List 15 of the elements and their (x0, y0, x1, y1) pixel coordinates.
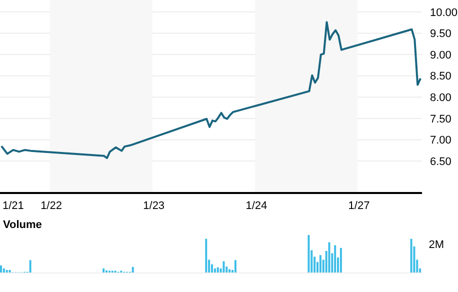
y-tick-label: 10.00 (430, 6, 458, 19)
x-tick-label: 1/27 (348, 200, 370, 212)
y-tick-label: 8.00 (430, 92, 452, 104)
x-tick-label: 1/23 (143, 200, 165, 212)
x-tick-label: 1/22 (40, 200, 62, 212)
y-tick-label: 9.50 (430, 28, 452, 40)
x-tick-label: 1/24 (246, 200, 268, 212)
chart-title: Volume (2, 218, 43, 233)
y-tick-label: 8.50 (430, 70, 452, 83)
text: 2M (428, 239, 444, 251)
y-tick-label: 6.50 (430, 156, 452, 168)
y-tick-label: 7.00 (430, 134, 452, 147)
y-tick-label: 9.00 (430, 49, 452, 62)
y-tick-label: 7.50 (430, 113, 452, 126)
x-tick-label: 1/21 (2, 200, 24, 212)
